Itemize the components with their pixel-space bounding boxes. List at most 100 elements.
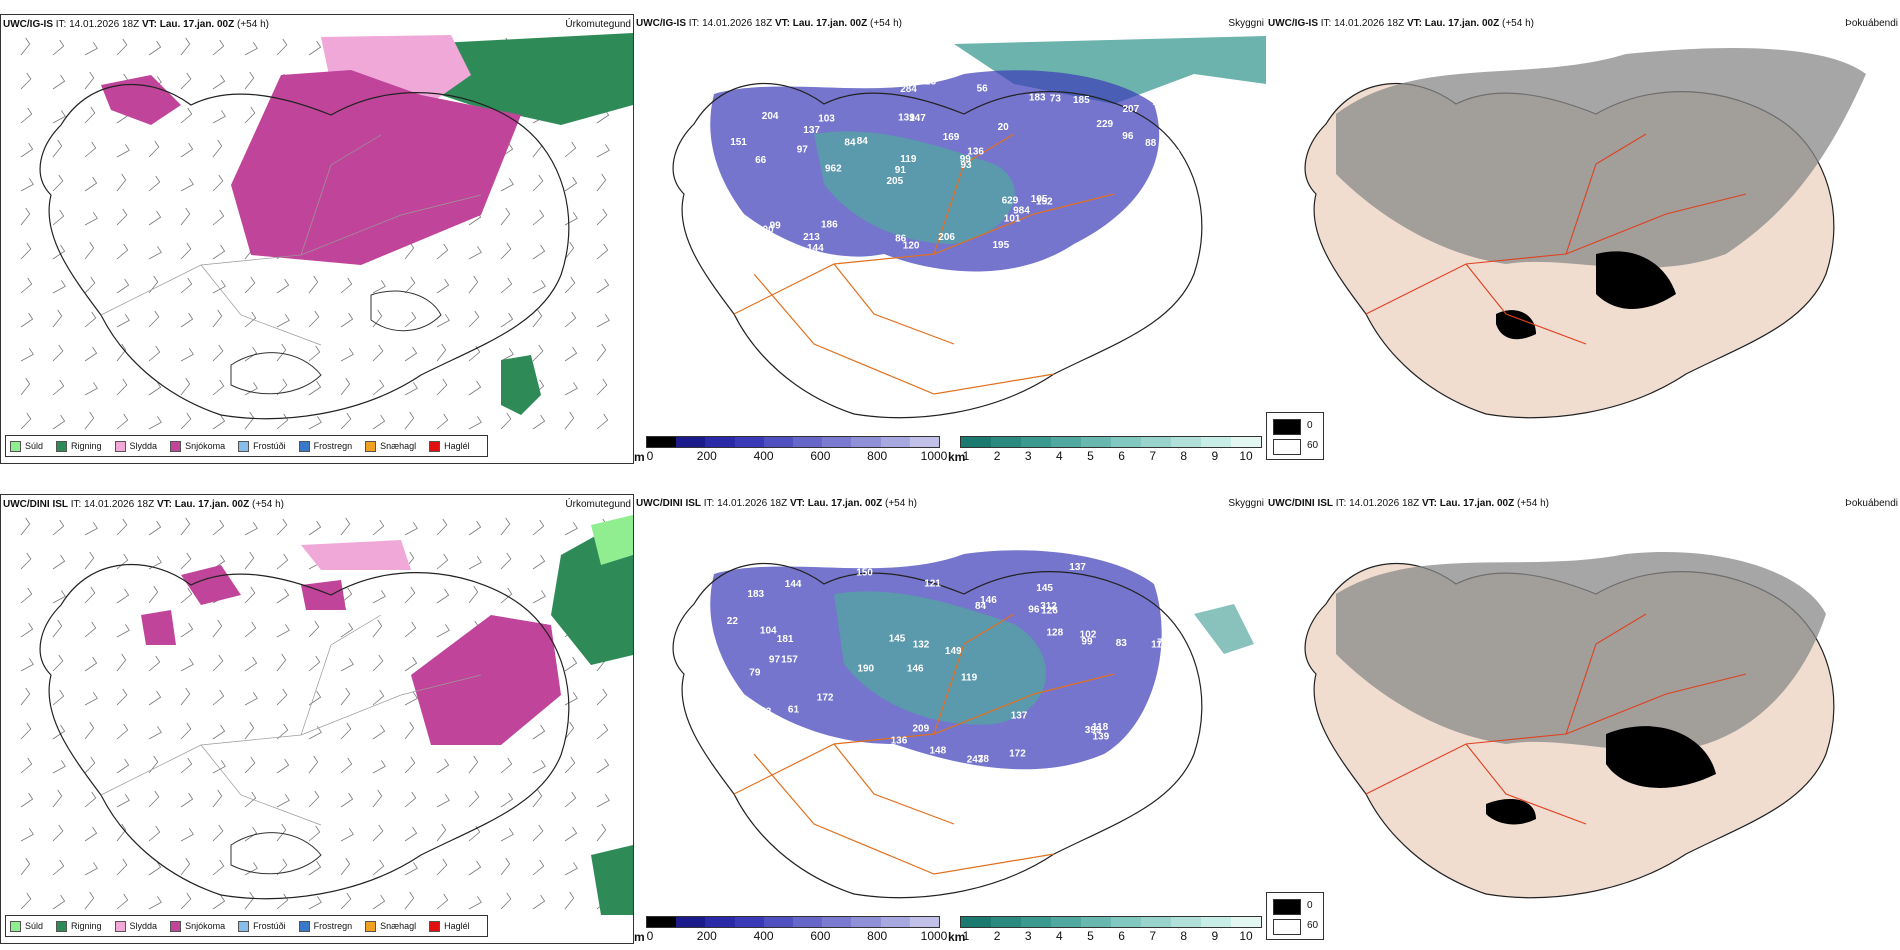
wind-barb bbox=[52, 824, 64, 842]
colorbar-bin bbox=[792, 437, 823, 447]
colorbar-unit: km bbox=[948, 930, 966, 944]
wind-barb bbox=[468, 585, 479, 604]
wind-barb bbox=[20, 892, 32, 910]
wind-barb bbox=[340, 722, 352, 740]
wind-barb bbox=[532, 824, 544, 842]
vis-value-label: 213 bbox=[803, 232, 820, 243]
wind-barb bbox=[276, 653, 287, 672]
legend-swatch bbox=[429, 920, 441, 932]
legend-item: Slydda bbox=[114, 440, 157, 452]
wind-barb bbox=[180, 178, 194, 192]
wind-barb bbox=[84, 791, 97, 808]
wind-barb bbox=[404, 586, 416, 604]
wind-barb bbox=[308, 275, 319, 294]
fog-map-igis bbox=[1304, 48, 1866, 419]
colorbar-bin bbox=[1171, 917, 1201, 927]
wind-barb bbox=[340, 277, 353, 294]
vis-value-label: 206 bbox=[938, 232, 955, 243]
wind-barb bbox=[148, 726, 162, 740]
wind-barb bbox=[244, 586, 256, 604]
wind-barb bbox=[244, 411, 255, 430]
fog-grey bbox=[1336, 48, 1866, 268]
wind-barb bbox=[436, 588, 450, 604]
vis-value-label: 144 bbox=[807, 243, 824, 254]
wind-barb bbox=[596, 144, 610, 158]
snow-area bbox=[411, 615, 561, 745]
vis-value-label: 84 bbox=[844, 138, 856, 149]
colorbar-tick: 8 bbox=[1180, 929, 1188, 943]
wind-barb bbox=[116, 758, 130, 774]
colorbar-tick: 9 bbox=[1211, 449, 1219, 463]
wind-barb bbox=[276, 858, 288, 876]
wind-barb bbox=[180, 377, 191, 396]
wind-barb bbox=[372, 689, 385, 706]
vis-value-label: 100 bbox=[757, 225, 774, 236]
legend-swatch bbox=[10, 920, 21, 932]
wind-barb bbox=[436, 823, 447, 842]
wind-barb bbox=[532, 859, 545, 876]
colorbar-tick: 0 bbox=[646, 929, 654, 943]
wind-barb bbox=[20, 412, 32, 430]
wind-barb bbox=[180, 687, 191, 706]
vis-value-label: 292 bbox=[1163, 149, 1180, 160]
wind-barb bbox=[148, 310, 160, 328]
wind-barb bbox=[596, 243, 609, 260]
wind-barb bbox=[148, 520, 162, 536]
wind-barb bbox=[340, 792, 354, 808]
colorbar-tick: 0 bbox=[646, 449, 654, 463]
wind-barb bbox=[404, 891, 415, 910]
vis-value-label: 153 bbox=[755, 706, 772, 717]
snow-area-nw bbox=[101, 75, 181, 125]
wind-barb bbox=[52, 724, 66, 740]
colorbar-bin bbox=[1201, 917, 1231, 927]
wind-barb bbox=[340, 857, 351, 876]
vis-value-label: 190 bbox=[857, 663, 874, 674]
wind-barb bbox=[436, 893, 449, 910]
vis-value-label: 93 bbox=[961, 160, 973, 171]
wind-barb bbox=[148, 140, 160, 158]
legend-item: Frostúði bbox=[238, 440, 286, 452]
colorbar-tick: 600 bbox=[810, 929, 831, 943]
panel-title: Þokuábendi bbox=[1845, 18, 1898, 29]
wind-barb bbox=[372, 280, 386, 294]
wind-barb bbox=[212, 174, 224, 192]
wind-barb bbox=[244, 311, 257, 328]
colorbar-tick: 800 bbox=[867, 449, 888, 463]
wind-barb bbox=[340, 687, 351, 706]
wind-barb bbox=[276, 688, 288, 706]
vis-value-label: 183 bbox=[747, 589, 764, 600]
wind-barb bbox=[436, 518, 448, 536]
precip-type-panel-igis: UWC/IG-IS IT: 14.01.2026 18Z VT: Lau. 17… bbox=[0, 14, 634, 464]
legend-item: Snjókoma bbox=[170, 440, 225, 452]
wind-barb bbox=[436, 794, 450, 808]
wind-barb bbox=[404, 522, 418, 536]
colorbar-bin bbox=[1171, 437, 1201, 447]
wind-barb bbox=[52, 139, 63, 158]
wind-barb bbox=[180, 658, 194, 672]
wind-barb bbox=[340, 892, 352, 910]
vis-value-label: 151 bbox=[730, 137, 747, 148]
wind-barb bbox=[244, 276, 256, 294]
wind-barb bbox=[532, 789, 543, 808]
fog-dark bbox=[1596, 251, 1676, 309]
vis-value-label: 157 bbox=[781, 654, 798, 665]
wind-barb bbox=[276, 823, 287, 842]
legend-swatch bbox=[170, 440, 182, 452]
wind-barb bbox=[212, 209, 225, 226]
colorbar-tick: 5 bbox=[1087, 449, 1094, 463]
precip-map-dini bbox=[20, 515, 633, 915]
vis-value-label: 136 bbox=[891, 735, 908, 746]
colorbar-unit: m bbox=[634, 450, 645, 464]
wind-barb bbox=[244, 106, 256, 124]
wind-barb bbox=[372, 414, 386, 430]
panel-header: UWC/DINI ISL IT: 14.01.2026 18Z VT: Lau.… bbox=[3, 499, 284, 510]
wind-barb bbox=[596, 314, 610, 328]
wind-barb bbox=[180, 37, 191, 56]
sleet-area bbox=[301, 540, 411, 570]
colorbar-bin bbox=[1081, 437, 1111, 447]
vis-labels: 8266207205201721391699984207144147136152… bbox=[730, 76, 1180, 284]
wind-barb bbox=[148, 825, 161, 842]
colorbar-tick: 7 bbox=[1149, 449, 1156, 463]
wind-barb bbox=[564, 141, 577, 158]
colorbar-strip bbox=[960, 436, 1262, 448]
